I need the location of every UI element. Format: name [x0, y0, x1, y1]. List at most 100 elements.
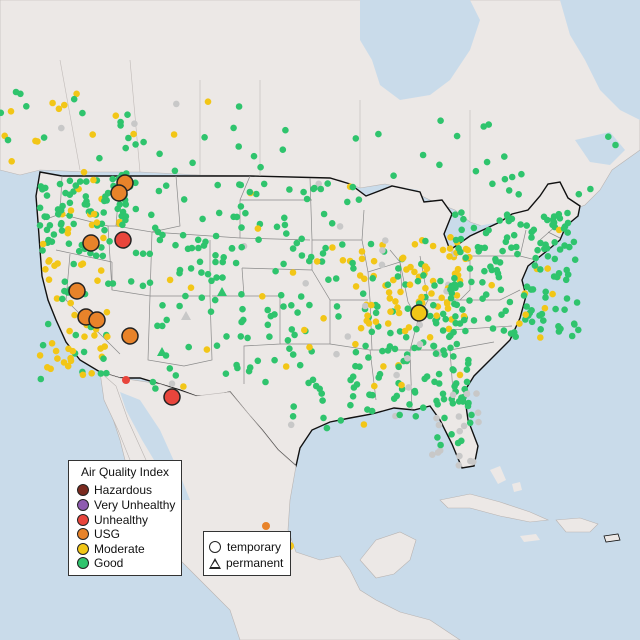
monitor-dot[interactable] — [352, 340, 359, 348]
monitor-dot[interactable] — [448, 289, 456, 297]
monitor-dot[interactable] — [213, 342, 221, 350]
monitor-dot[interactable] — [563, 295, 571, 302]
monitor-dot[interactable] — [399, 254, 407, 262]
monitor-dot[interactable] — [222, 370, 230, 378]
monitor-dot[interactable] — [479, 279, 486, 286]
monitor-dot[interactable] — [319, 250, 327, 257]
monitor-dot[interactable] — [179, 231, 187, 239]
monitor-dot[interactable] — [56, 180, 64, 188]
monitor-dot[interactable] — [570, 238, 578, 246]
monitor-dot[interactable] — [556, 215, 564, 222]
monitor-dot[interactable] — [358, 255, 366, 263]
monitor-dot[interactable] — [215, 209, 223, 217]
monitor-dot[interactable] — [291, 331, 298, 339]
monitor-dot[interactable] — [301, 326, 308, 334]
monitor-unhealthy-small[interactable] — [122, 376, 130, 384]
monitor-dot[interactable] — [544, 252, 552, 260]
monitor-dot[interactable] — [411, 241, 419, 248]
monitor-dot[interactable] — [70, 260, 77, 268]
monitor-usg[interactable] — [110, 184, 128, 202]
monitor-unhealthy[interactable] — [114, 231, 132, 249]
monitor-dot[interactable] — [7, 108, 15, 115]
monitor-dot[interactable] — [497, 286, 505, 294]
monitor-dot[interactable] — [58, 219, 65, 227]
monitor-dot[interactable] — [48, 340, 56, 347]
monitor-dot[interactable] — [12, 88, 20, 96]
monitor-dot[interactable] — [555, 270, 563, 277]
monitor-dot[interactable] — [324, 180, 332, 187]
monitor-dot[interactable] — [228, 245, 236, 252]
monitor-dot[interactable] — [195, 244, 202, 252]
monitor-dot[interactable] — [538, 310, 546, 318]
monitor-dot[interactable] — [452, 236, 460, 244]
monitor-dot[interactable] — [109, 175, 116, 183]
monitor-dot[interactable] — [435, 370, 443, 378]
monitor-dot[interactable] — [464, 360, 472, 367]
monitor-dot[interactable] — [73, 90, 80, 98]
monitor-dot[interactable] — [564, 219, 572, 227]
monitor-dot[interactable] — [451, 211, 459, 218]
monitor-dot[interactable] — [196, 258, 204, 266]
monitor-dot[interactable] — [540, 213, 548, 221]
monitor-dot[interactable] — [472, 167, 480, 175]
monitor-dot[interactable] — [54, 355, 61, 362]
monitor-dot[interactable] — [36, 204, 44, 212]
monitor-dot[interactable] — [502, 307, 510, 315]
monitor-dot[interactable] — [89, 131, 96, 138]
monitor-dot[interactable] — [513, 243, 520, 251]
monitor-dot[interactable] — [254, 357, 262, 365]
monitor-dot[interactable] — [100, 355, 107, 363]
monitor-dot[interactable] — [429, 242, 437, 250]
monitor-dot[interactable] — [61, 101, 68, 109]
monitor-dot[interactable] — [282, 126, 289, 134]
monitor-dot[interactable] — [456, 452, 463, 460]
monitor-dot[interactable] — [537, 239, 544, 247]
monitor-dot[interactable] — [42, 266, 49, 273]
monitor-dot[interactable] — [457, 235, 465, 243]
monitor-dot[interactable] — [349, 393, 357, 400]
monitor-dot[interactable] — [279, 146, 287, 153]
monitor-dot[interactable] — [541, 245, 548, 253]
monitor-dot[interactable] — [349, 183, 357, 191]
monitor-dot[interactable] — [452, 313, 459, 320]
monitor-dot[interactable] — [365, 320, 373, 327]
monitor-dot[interactable] — [90, 176, 97, 184]
monitor-dot[interactable] — [156, 150, 163, 158]
monitor-dot[interactable] — [514, 250, 521, 258]
monitor-dot[interactable] — [372, 309, 380, 317]
monitor-dot[interactable] — [357, 324, 365, 332]
monitor-dot[interactable] — [52, 347, 60, 355]
monitor-dot[interactable] — [537, 326, 544, 333]
monitor-dot[interactable] — [290, 403, 298, 410]
monitor-dot[interactable] — [212, 258, 219, 266]
monitor-dot[interactable] — [390, 172, 397, 179]
monitor-dot[interactable] — [522, 311, 529, 319]
monitor-dot[interactable] — [212, 252, 219, 259]
monitor-dot[interactable] — [432, 319, 440, 327]
monitor-dot[interactable] — [418, 293, 425, 301]
monitor-dot[interactable] — [495, 273, 503, 281]
monitor-dot[interactable] — [466, 297, 473, 304]
monitor-dot[interactable] — [474, 243, 482, 251]
monitor-dot[interactable] — [79, 260, 87, 268]
monitor-dot[interactable] — [187, 265, 195, 272]
monitor-dot[interactable] — [449, 391, 457, 399]
monitor-dot[interactable] — [450, 353, 457, 360]
monitor-dot[interactable] — [214, 181, 221, 189]
monitor-dot[interactable] — [127, 278, 135, 285]
monitor-dot[interactable] — [428, 290, 435, 297]
monitor-dot[interactable] — [454, 265, 462, 273]
monitor-dot[interactable] — [432, 350, 440, 358]
monitor-dot[interactable] — [185, 343, 192, 351]
monitor-dot[interactable] — [364, 312, 371, 320]
monitor-dot[interactable] — [272, 267, 279, 275]
monitor-dot[interactable] — [464, 402, 472, 410]
monitor-dot[interactable] — [94, 277, 101, 285]
monitor-dot[interactable] — [298, 252, 306, 259]
monitor-dot[interactable] — [58, 124, 65, 132]
monitor-dot[interactable] — [375, 130, 382, 138]
monitor-dot[interactable] — [563, 266, 570, 274]
monitor-dot[interactable] — [289, 245, 297, 252]
monitor-dot[interactable] — [55, 105, 63, 113]
monitor-dot[interactable] — [71, 311, 78, 319]
